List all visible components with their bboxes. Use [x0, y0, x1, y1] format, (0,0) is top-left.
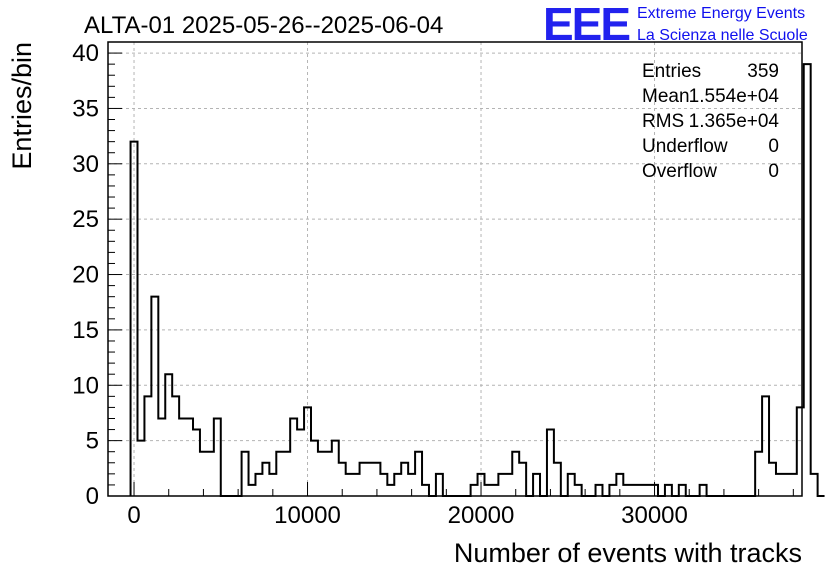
- x-axis-label: Number of events with tracks: [454, 538, 802, 568]
- stats-label: Mean: [642, 86, 690, 107]
- y-tick-label: 30: [72, 151, 99, 178]
- x-axis-ticks: 0 10000 20000 30000: [127, 482, 794, 529]
- y-tick-label: 15: [72, 317, 99, 344]
- eee-logo-line2: La Scienza nelle Scuole: [637, 27, 808, 44]
- x-tick-label: 20000: [448, 502, 515, 529]
- stats-value: 0: [768, 136, 779, 157]
- stats-label: Entries: [642, 61, 701, 82]
- stats-label: RMS: [642, 111, 684, 132]
- y-tick-label: 10: [72, 372, 99, 399]
- x-tick-label: 0: [127, 502, 140, 529]
- stats-label: Underflow: [642, 136, 728, 157]
- y-tick-label: 35: [72, 95, 99, 122]
- plot-frame: [107, 41, 803, 497]
- x-tick-label: 10000: [274, 502, 341, 529]
- y-tick-label: 0: [86, 483, 99, 510]
- eee-logo-line1: Extreme Energy Events: [637, 5, 805, 22]
- y-tick-label: 5: [86, 428, 99, 455]
- y-axis-label: Entries/bin: [7, 42, 37, 170]
- x-tick-label: 30000: [621, 502, 688, 529]
- eee-logo: EEE Extreme Energy Events La Scienza nel…: [543, 0, 808, 50]
- stats-value: 1.365e+04: [689, 111, 780, 132]
- stats-label: Overflow: [642, 161, 717, 182]
- y-tick-label: 20: [72, 262, 99, 289]
- stats-value: 1.554e+04: [689, 86, 780, 107]
- stats-value: 359: [747, 61, 779, 82]
- y-tick-label: 40: [72, 40, 99, 67]
- y-tick-label: 25: [72, 206, 99, 233]
- y-axis-ticks: 0 5 10 15 20 25 30 35 40: [72, 40, 122, 510]
- chart-title: ALTA-01 2025-05-26--2025-06-04: [84, 12, 443, 39]
- stats-value: 0: [768, 161, 779, 182]
- grid-lines: [108, 42, 802, 496]
